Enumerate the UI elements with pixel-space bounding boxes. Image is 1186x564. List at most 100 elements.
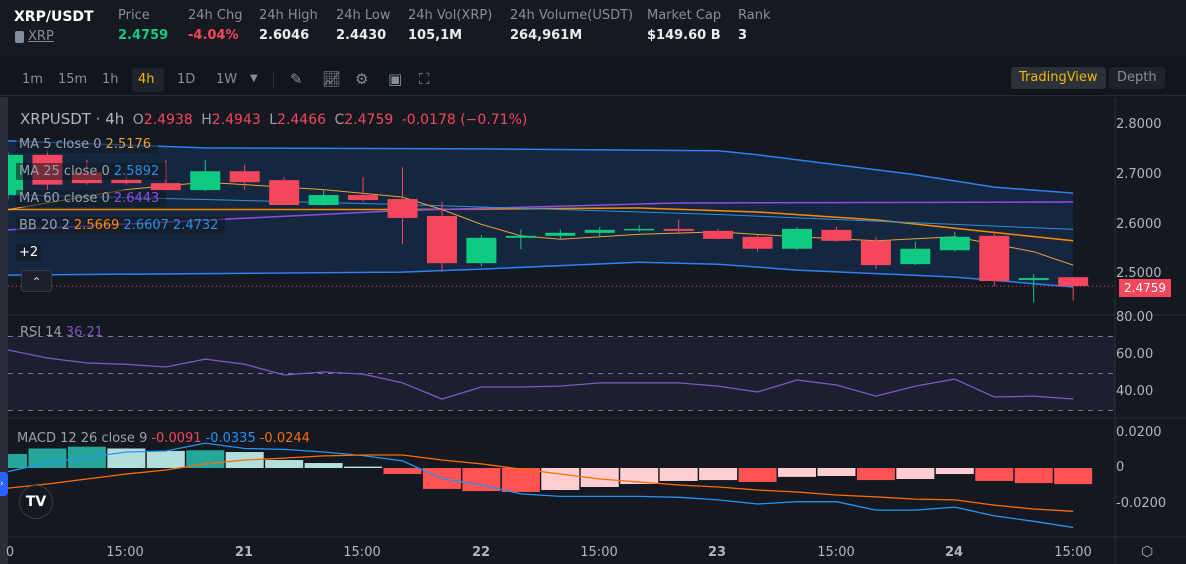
macd-tick: 0.0200 [1116, 425, 1162, 440]
interval-1w[interactable]: 1W [216, 72, 238, 87]
candle-body [190, 171, 221, 191]
candle-body [505, 235, 536, 238]
left-gutter [0, 97, 8, 564]
bb-middle-line [8, 207, 1074, 242]
signal-line [8, 454, 1074, 512]
tradingview-button[interactable]: TradingView [1011, 67, 1106, 89]
interval-1d[interactable]: 1D [177, 72, 196, 87]
macd-histogram-bar [28, 448, 67, 468]
chart-settings-icon[interactable]: ⬡ [1141, 544, 1154, 560]
stat-market-cap: Market Cap $149.60 B [647, 8, 722, 43]
ma25-line [8, 194, 1074, 230]
time-tick: 23 [707, 545, 727, 560]
fullscreen-icon[interactable]: ⛶ [419, 70, 430, 88]
candle-body [584, 229, 615, 233]
collapse-legend-button[interactable]: ⌃ [21, 270, 52, 292]
macd-histogram-bar [975, 468, 1014, 481]
candle-body [111, 179, 142, 184]
candle-body [939, 236, 970, 251]
candle-body [348, 195, 379, 201]
candle-body [426, 215, 457, 264]
macd-histogram-bar [896, 468, 935, 480]
gear-icon[interactable]: ⚙ [355, 70, 369, 88]
macd-histogram-bar [383, 468, 422, 475]
save-icon[interactable]: ▣ [388, 70, 403, 88]
macd-histogram-bar [817, 468, 856, 476]
macd-histogram-bar [1054, 468, 1093, 485]
interval-4h[interactable]: 4h [132, 68, 164, 92]
ma5-line [8, 181, 1074, 266]
symbol-title: XRP/USDT [14, 9, 94, 25]
macd-histogram-bar [778, 468, 816, 477]
macd-tick: 0 [1116, 460, 1125, 475]
rsi-tick: 40.00 [1116, 384, 1154, 399]
draw-pencil-icon[interactable]: ✎ [290, 70, 303, 88]
book-icon [15, 31, 24, 43]
candle-body [782, 228, 812, 249]
candle-body [624, 228, 655, 231]
time-tick: 15:00 [106, 545, 144, 560]
indicators-icon[interactable]: 📈︎ [322, 70, 342, 88]
price-tick: 2.6000 [1116, 217, 1162, 232]
macd-histogram-bar [146, 450, 185, 468]
bb-legend[interactable]: BB 20 2 2.5669 2.6607 2.4732 [16, 217, 226, 234]
more-indicators-button[interactable]: +2 [16, 244, 42, 261]
time-tick: 24 [944, 545, 964, 560]
depth-button[interactable]: Depth [1109, 67, 1165, 89]
candle-body [466, 237, 497, 264]
expand-panel-handle[interactable]: › [0, 472, 8, 496]
bb-upper-line [8, 140, 1074, 194]
macd-histogram-bar [580, 468, 619, 487]
candle-body [308, 195, 339, 206]
bollinger-band-fill [8, 140, 1074, 287]
ticker-header: XRP/USDT XRP Price 2.4759 24h Chg -4.04% 2… [0, 0, 1186, 56]
ma60-legend[interactable]: MA 60 close 0 2.6443 [16, 190, 167, 207]
price-tick: 2.7000 [1116, 167, 1162, 182]
candle-body [229, 171, 260, 183]
time-tick: 15:00 [817, 545, 855, 560]
chevron-down-icon[interactable]: ▼ [250, 73, 258, 84]
interval-15m[interactable]: 15m [58, 72, 88, 87]
rsi-line [8, 349, 1074, 400]
candle-body [742, 236, 773, 249]
bb-lower-line [8, 261, 1074, 288]
time-tick: 21 [234, 545, 254, 560]
candle-body [860, 240, 891, 266]
macd-histogram-bar [1014, 468, 1053, 484]
rsi-legend[interactable]: RSI 14 36.21 [20, 325, 104, 340]
macd-line [8, 442, 1074, 529]
macd-tick: -0.0200 [1116, 496, 1167, 511]
candle-body [663, 228, 694, 231]
time-tick: 15:00 [343, 545, 381, 560]
candle-body [1018, 278, 1049, 281]
time-tick: 22 [471, 545, 491, 560]
ma5-legend[interactable]: MA 5 close 0 2.5176 [16, 136, 159, 153]
macd-histogram-bar [659, 468, 698, 481]
price-tick: 2.5000 [1116, 266, 1162, 281]
ohlc-legend: XRPUSDT · 4h O2.4938 H2.4943 L2.4466 C2.… [20, 110, 528, 128]
stat-vol-xrp: 24h Vol(XRP) 105,1M [408, 8, 493, 43]
macd-histogram-bar [462, 468, 501, 492]
macd-histogram-bar [699, 468, 738, 481]
ma25-legend[interactable]: MA 25 close 0 2.5892 [16, 163, 167, 180]
price-tick: 2.8000 [1116, 117, 1162, 132]
interval-1m[interactable]: 1m [22, 72, 43, 87]
macd-histogram-bar [344, 466, 383, 468]
macd-histogram-bar [501, 468, 540, 492]
macd-histogram-bar [8, 453, 27, 468]
time-tick: 15:00 [580, 545, 618, 560]
coin-info-link[interactable]: XRP [28, 29, 54, 44]
time-tick: 0 [5, 545, 15, 560]
macd-histogram-bar [541, 468, 580, 491]
tradingview-logo[interactable]: TV [19, 485, 53, 519]
candle-body [269, 180, 300, 206]
macd-histogram-bar [265, 460, 304, 468]
interval-1h[interactable]: 1h [102, 72, 119, 87]
macd-legend[interactable]: MACD 12 26 close 9 -0.0091 -0.0335 -0.0244 [17, 431, 310, 446]
last-price-label: 2.4759 [1119, 279, 1171, 297]
macd-histogram-bar [856, 468, 895, 481]
candle-body [1058, 277, 1089, 287]
candle-body [703, 230, 734, 239]
macd-histogram-bar [304, 463, 343, 468]
